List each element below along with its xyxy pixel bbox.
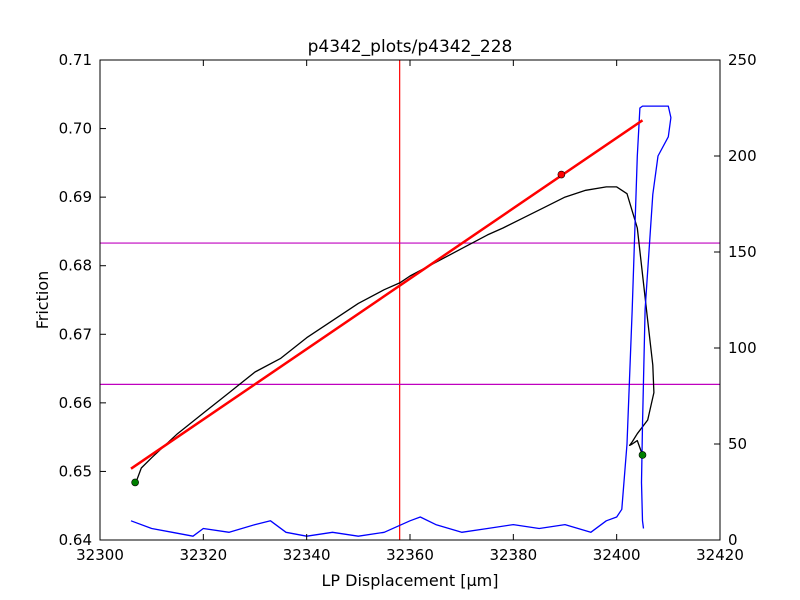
series-line-2 (130, 105, 672, 537)
reference-lines (100, 60, 720, 540)
chart-title: p4342_plots/p4342_228 (308, 37, 513, 57)
y-tick-label: 0.71 (59, 51, 92, 69)
y2-tick-label: 0 (728, 531, 738, 549)
x-tick-label: 32320 (179, 546, 227, 564)
y2-tick-label: 200 (728, 147, 757, 165)
y-axis-label: Friction (33, 271, 52, 330)
y-tick-label: 0.65 (59, 462, 92, 480)
y-tick-label: 0.67 (59, 325, 92, 343)
x-tick-label: 32420 (696, 546, 744, 564)
right-y-axis-ticks: 0 50 100 150 200 250 (714, 51, 757, 549)
y2-tick-label: 150 (728, 243, 757, 261)
series-line-1 (135, 186, 655, 482)
x-tick-label: 32340 (283, 546, 331, 564)
x-axis-ticks: 32300 32320 32340 32360 32380 32400 32420 (76, 60, 744, 564)
y2-tick-label: 50 (728, 435, 747, 453)
series-line-3 (130, 119, 644, 470)
y-tick-label: 0.64 (59, 531, 92, 549)
data-markers (131, 170, 647, 487)
y2-tick-label: 100 (728, 339, 757, 357)
x-tick-label: 32400 (593, 546, 641, 564)
x-tick-label: 32360 (386, 546, 434, 564)
y-axis-ticks: 0.64 0.65 0.66 0.67 0.68 0.69 0.70 0.71 (59, 51, 106, 549)
x-tick-label: 32300 (76, 546, 124, 564)
data-marker-2 (638, 451, 647, 459)
y-tick-label: 0.66 (59, 394, 92, 412)
y2-tick-label: 250 (728, 51, 757, 69)
x-axis-label: LP Displacement [μm] (322, 571, 499, 590)
data-marker-3 (557, 170, 566, 179)
data-series (130, 105, 672, 537)
y-tick-label: 0.68 (59, 257, 92, 275)
x-tick-label: 32380 (489, 546, 537, 564)
y-tick-label: 0.69 (59, 188, 92, 206)
y-tick-label: 0.70 (59, 120, 92, 138)
data-marker-1 (131, 478, 139, 487)
